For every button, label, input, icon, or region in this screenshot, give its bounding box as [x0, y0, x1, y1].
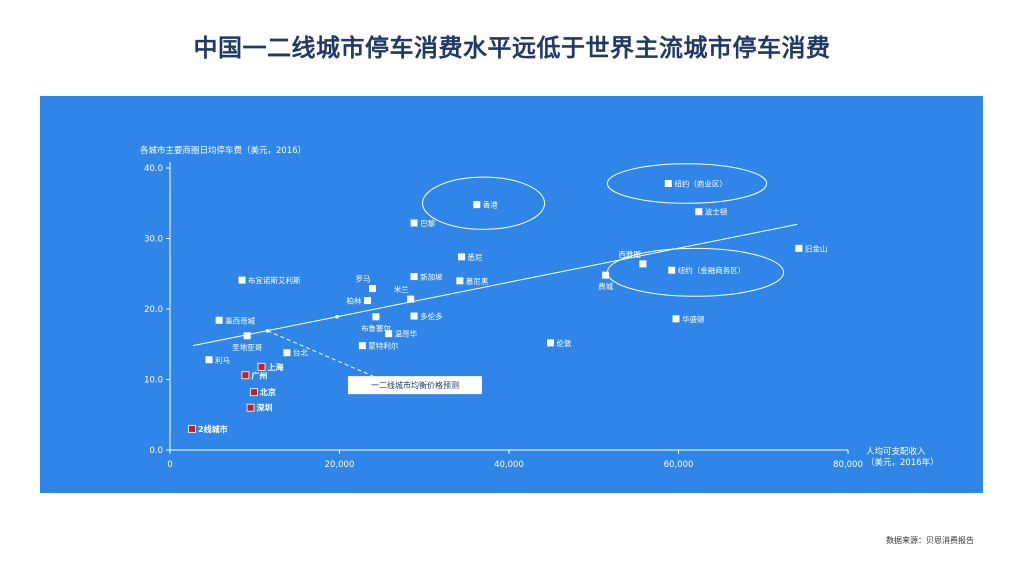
point-label: 纽约（金融商务区） — [678, 265, 746, 275]
x-tick-label: 40,000 — [494, 460, 524, 470]
point-marker — [385, 330, 393, 338]
point-label: 柏林 — [346, 296, 361, 306]
point-label: 多伦多 — [420, 311, 443, 321]
point-label: 墨西哥城 — [225, 316, 255, 325]
annotation-leader — [267, 330, 374, 377]
point-label: 罗马 — [356, 275, 371, 284]
point-marker — [547, 339, 555, 347]
point-marker — [369, 285, 377, 293]
point-marker — [257, 362, 266, 371]
x-tick-label: 0 — [167, 460, 172, 470]
y-tick-label: 20.0 — [144, 305, 163, 315]
point-marker — [188, 424, 196, 433]
y-tick-label: 30.0 — [144, 235, 163, 245]
y-axis-title: 各城市主要商圈日均停车费（美元，2016） — [140, 145, 306, 156]
point-marker — [664, 180, 672, 188]
point-marker — [205, 356, 213, 364]
highlight-ellipse — [606, 163, 768, 204]
point-label: 布鲁塞尔 — [361, 323, 391, 333]
point-label: 悉尼 — [468, 252, 483, 262]
annotation-dot — [335, 314, 339, 319]
point-marker — [672, 315, 680, 323]
chart-panel: 0 20,000 40,000 60,000 80,000 0.0 10.0 20.0 30.0… — [40, 96, 983, 493]
point-label: 台北 — [293, 348, 308, 358]
point-marker — [241, 371, 250, 380]
point-label: 深圳 — [257, 403, 273, 413]
x-axis-title-unit: （美元，2016年） — [866, 457, 939, 468]
point-marker — [458, 253, 466, 261]
point-label: 费城 — [598, 281, 613, 291]
point-label: 圣地亚哥 — [232, 342, 262, 352]
point-label: 巴黎 — [420, 218, 435, 228]
point-marker — [363, 297, 371, 305]
highlight-ellipse — [422, 176, 546, 230]
x-tick-label: 20,000 — [325, 460, 355, 470]
point-marker — [407, 295, 415, 303]
point-marker — [639, 260, 647, 268]
point-label: 利马 — [215, 355, 230, 365]
point-label: 新加坡 — [420, 272, 443, 282]
point-marker — [283, 349, 291, 357]
point-label: 温哥华 — [395, 329, 418, 339]
point-marker — [795, 244, 803, 252]
point-marker — [372, 313, 380, 321]
point-label: 蒙特利尔 — [368, 341, 398, 351]
data-source-note: 数据来源：贝恩消费报告 — [886, 536, 974, 545]
point-marker — [250, 388, 258, 397]
point-label: 北京 — [260, 387, 276, 397]
point-label: 米兰 — [394, 284, 409, 294]
point-marker — [410, 219, 418, 227]
point-label: 伦敦 — [557, 338, 572, 348]
annotation-dot — [265, 329, 270, 333]
point-marker — [410, 312, 418, 320]
point-marker — [358, 342, 366, 350]
point-marker — [695, 208, 703, 216]
point-marker — [602, 271, 610, 279]
point-marker — [410, 273, 418, 281]
scatter-chart: 0 20,000 40,000 60,000 80,000 0.0 10.0 20.0 30.0… — [140, 145, 939, 470]
x-axis-title: 人均可支配收入 — [866, 446, 926, 457]
point-marker — [246, 403, 255, 412]
point-marker — [238, 276, 246, 284]
point-label: 广州 — [251, 370, 267, 380]
point-marker — [456, 277, 464, 285]
point-marker — [215, 316, 223, 324]
y-tick-label: 0.0 — [149, 446, 163, 456]
page-title: 中国一二线城市停车消费水平远低于世界主流城市停车消费 — [193, 34, 831, 62]
annotation-box — [347, 376, 482, 395]
y-tick-label: 10.0 — [144, 376, 163, 386]
point-label: 纽约（商业区） — [674, 179, 727, 189]
point-label: 布宜诺斯艾利斯 — [248, 275, 301, 285]
y-tick-label: 40.0 — [144, 164, 163, 174]
point-marker — [473, 201, 481, 209]
point-label: 2线城市 — [198, 424, 228, 434]
point-marker — [243, 332, 251, 340]
x-tick-label: 80,000 — [833, 460, 863, 470]
point-label: 华盛顿 — [682, 314, 705, 324]
point-label: 慕尼黑 — [466, 276, 489, 286]
trend-line — [192, 223, 798, 347]
point-label: 上海 — [268, 362, 284, 372]
annotation-label: 一二线城市均衡价格预测 — [371, 380, 459, 390]
point-label: 旧金山 — [805, 243, 828, 253]
point-marker — [668, 266, 676, 274]
point-label: 香港 — [483, 200, 498, 210]
point-label: 波士顿 — [705, 207, 728, 217]
x-tick-label: 60,000 — [664, 460, 694, 470]
point-label: 西雅图 — [618, 249, 641, 259]
